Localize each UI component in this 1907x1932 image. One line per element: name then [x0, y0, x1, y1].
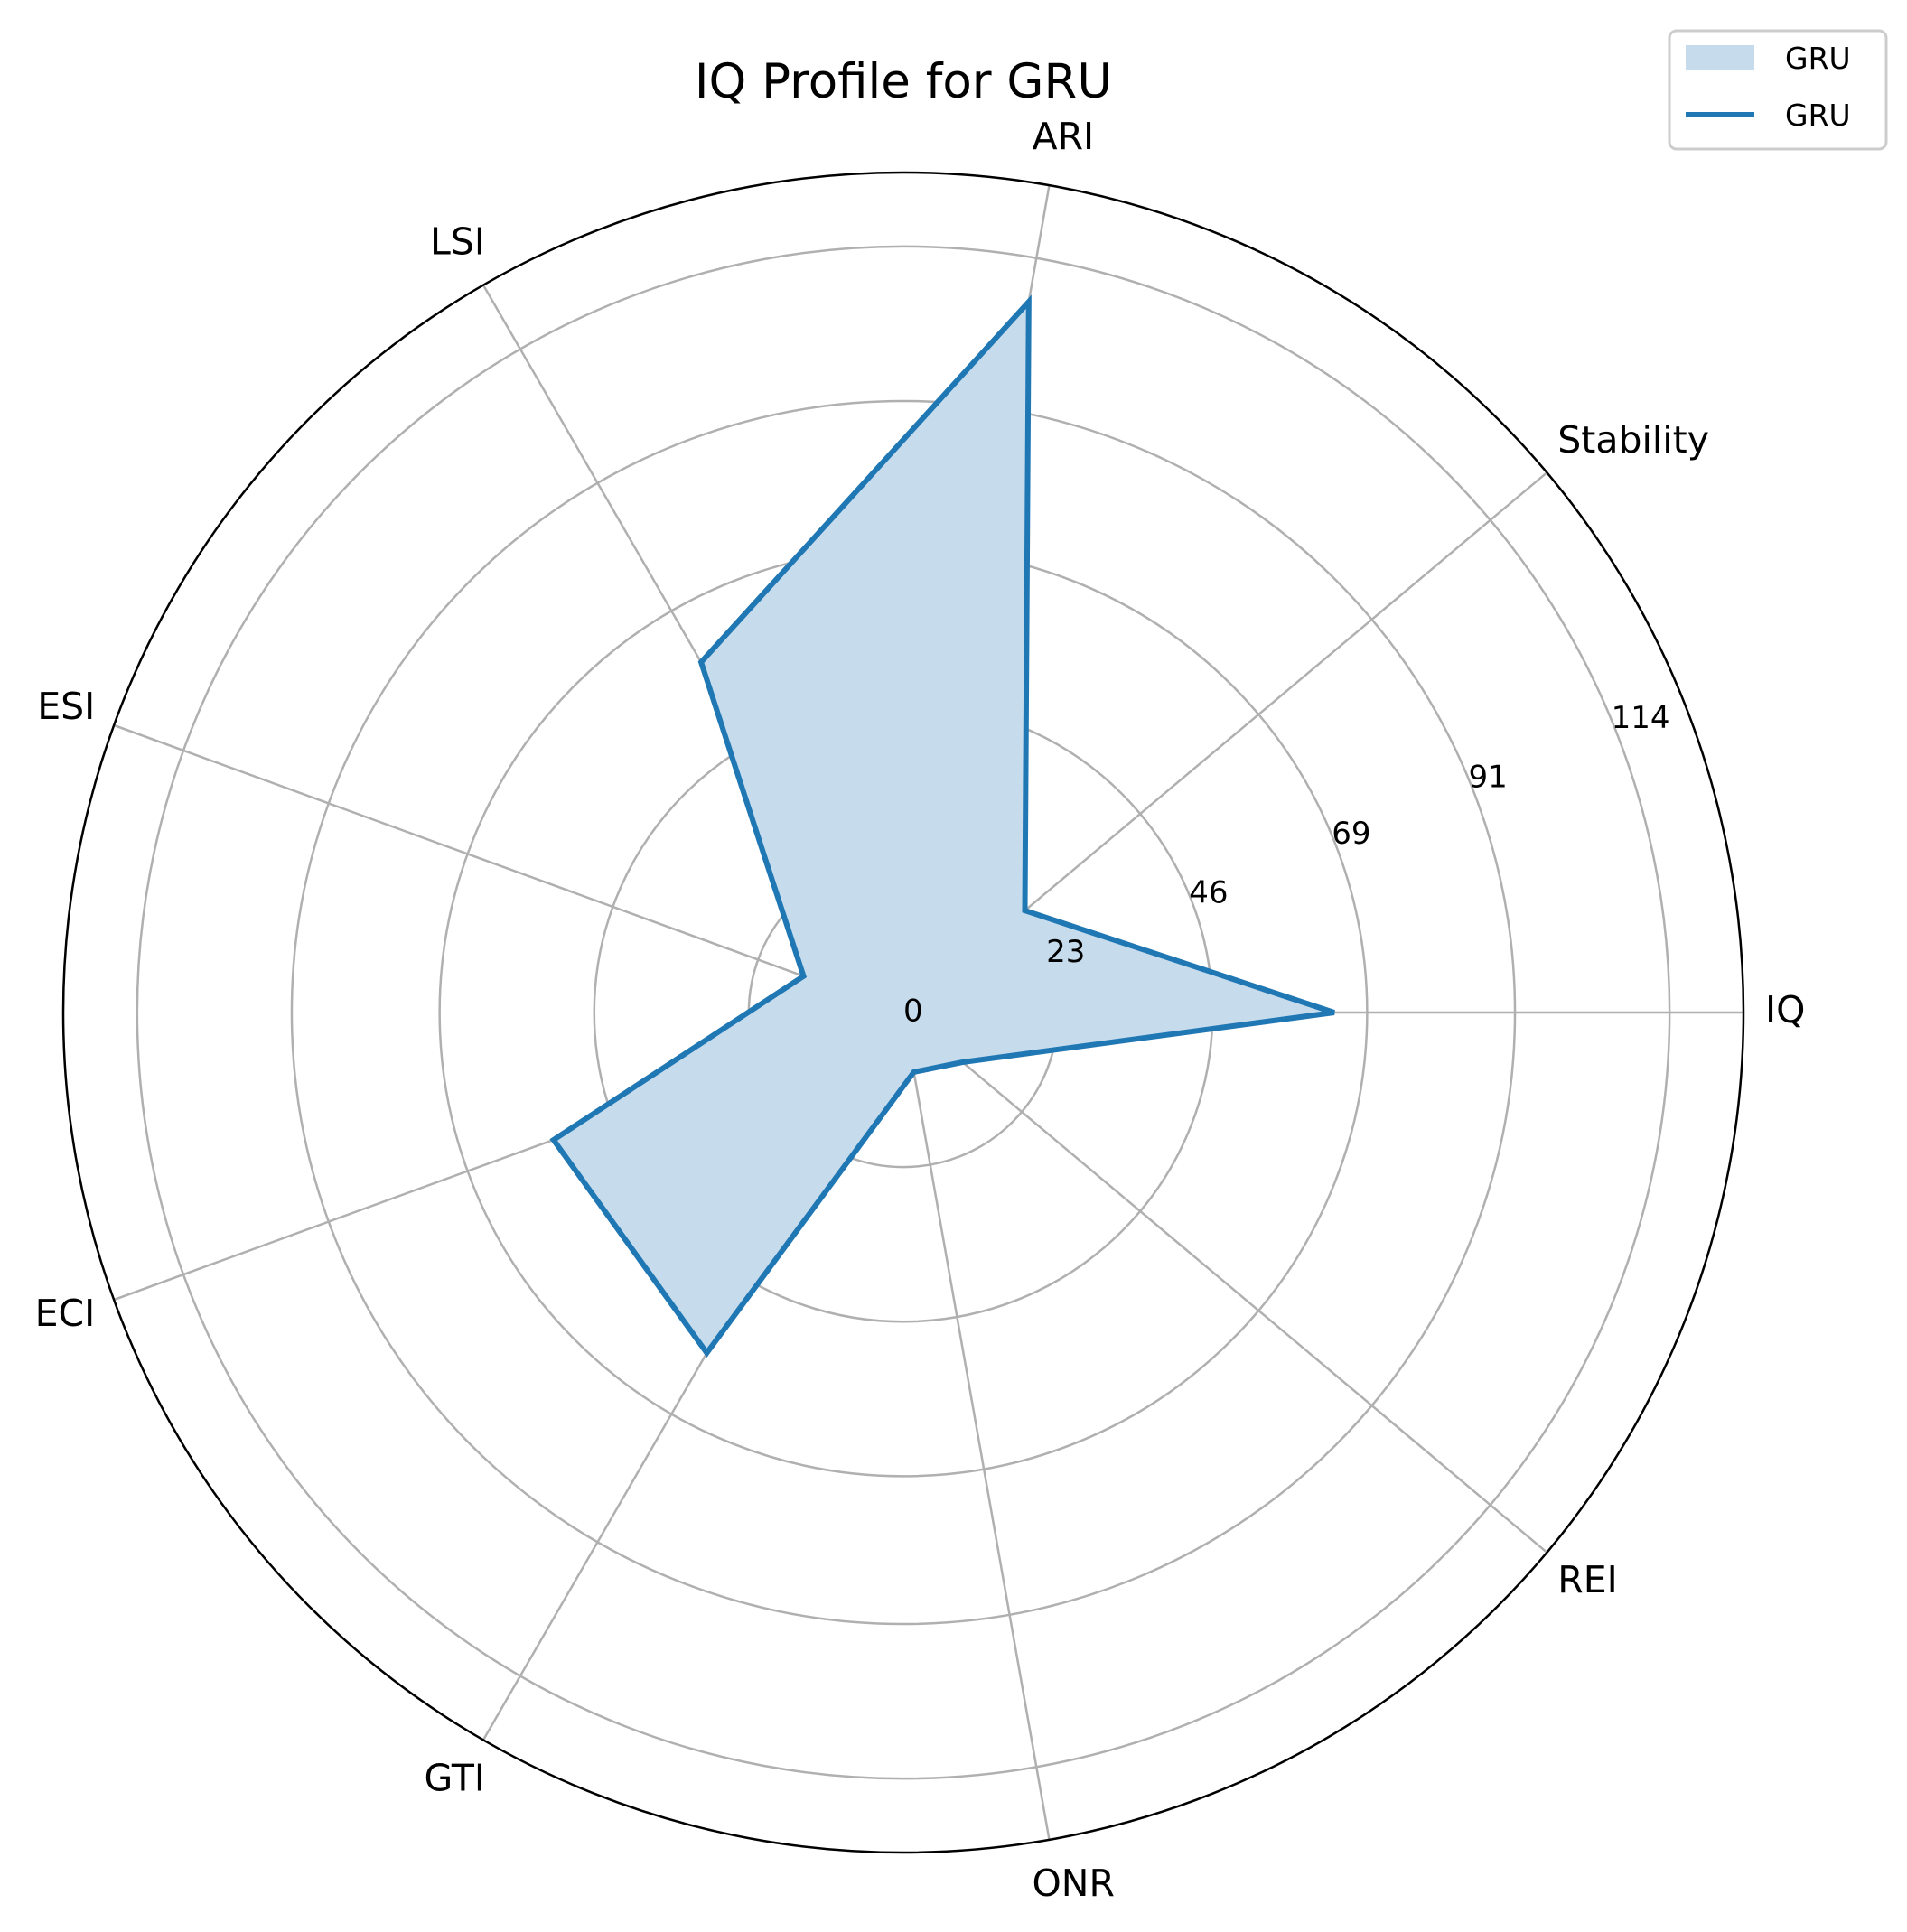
grid-layer	[61, 171, 1745, 1854]
tick-label-114: 114	[1612, 700, 1670, 736]
axis-label-eci: ECI	[35, 1292, 96, 1335]
series-area-gru	[553, 302, 1334, 1353]
legend-fill-swatch	[1686, 45, 1754, 70]
axis-label-ari: ARI	[1033, 115, 1095, 158]
axis-label-esi: ESI	[37, 685, 95, 728]
axis-label-rei: REI	[1557, 1558, 1618, 1601]
series-line-gru	[549, 294, 1335, 1358]
axis-label-gti: GTI	[425, 1756, 485, 1799]
tick-label-91: 91	[1469, 759, 1508, 795]
outer-frame	[61, 171, 1745, 1854]
label-layer: 0 23 46 69 91 114 IQ Stability ARI LSI ESI ECI GTI ON…	[35, 115, 1806, 1905]
chart-title: IQ Profile for GRU	[695, 54, 1112, 109]
legend: GRU GRU	[1668, 29, 1888, 151]
tick-label-23: 23	[1046, 934, 1085, 970]
tick-label-0: 0	[903, 994, 923, 1030]
legend-label-line: GRU	[1785, 98, 1851, 133]
tick-label-46: 46	[1189, 875, 1228, 911]
tick-label-69: 69	[1332, 816, 1370, 852]
spoke-esi	[113, 723, 904, 1014]
axis-label-stability: Stability	[1557, 418, 1709, 462]
legend-label-fill: GRU	[1785, 41, 1851, 76]
spoke-onr	[902, 1012, 1051, 1841]
data-layer	[549, 294, 1335, 1358]
axis-label-onr: ONR	[1033, 1862, 1115, 1905]
axis-label-iq: IQ	[1765, 988, 1805, 1031]
spoke-rei	[902, 1012, 1548, 1554]
axis-label-lsi: LSI	[430, 220, 485, 264]
